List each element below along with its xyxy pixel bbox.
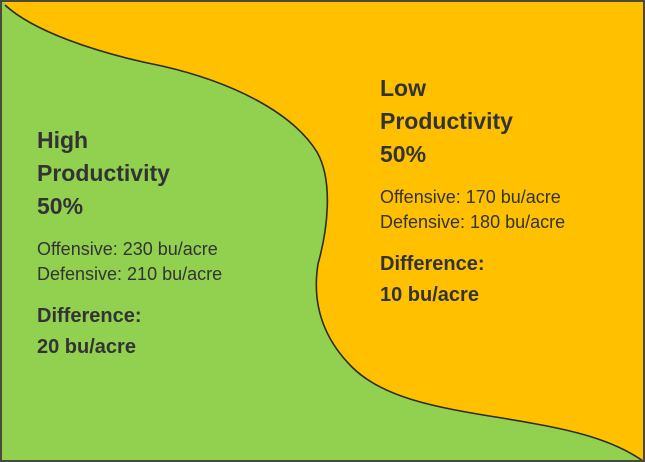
high-difference-label: Difference: bbox=[37, 305, 142, 327]
low-difference-label: Difference: bbox=[380, 253, 485, 275]
low-share: 50% bbox=[380, 141, 427, 167]
high-share: 50% bbox=[37, 193, 84, 219]
low-title-line1: Low bbox=[380, 75, 426, 101]
high-difference: Difference: 20 bu/acre bbox=[37, 301, 222, 363]
zone-boundary-line bbox=[4, 4, 643, 460]
high-title-line1: High bbox=[37, 127, 89, 153]
low-productivity-panel: Low Productivity 50% Offensive: 170 bu/a… bbox=[380, 72, 565, 311]
high-defensive-yield: Defensive: 210 bu/acre bbox=[37, 264, 223, 284]
high-details: Offensive: 230 bu/acre Defensive: 210 bu… bbox=[37, 237, 222, 287]
high-offensive-yield: Offensive: 230 bu/acre bbox=[37, 239, 218, 259]
low-productivity-zone bbox=[5, 2, 643, 460]
low-details: Offensive: 170 bu/acre Defensive: 180 bu… bbox=[380, 185, 565, 235]
low-difference-value: 10 bu/acre bbox=[380, 284, 479, 306]
high-title-line2: Productivity bbox=[37, 160, 170, 186]
high-title: High Productivity 50% bbox=[37, 124, 222, 223]
low-title-line2: Productivity bbox=[380, 108, 513, 134]
high-difference-value: 20 bu/acre bbox=[37, 336, 136, 358]
low-offensive-yield: Offensive: 170 bu/acre bbox=[380, 187, 561, 207]
low-title: Low Productivity 50% bbox=[380, 72, 565, 171]
low-difference: Difference: 10 bu/acre bbox=[380, 249, 565, 311]
low-defensive-yield: Defensive: 180 bu/acre bbox=[380, 212, 566, 232]
high-productivity-panel: High Productivity 50% Offensive: 230 bu/… bbox=[37, 124, 222, 363]
